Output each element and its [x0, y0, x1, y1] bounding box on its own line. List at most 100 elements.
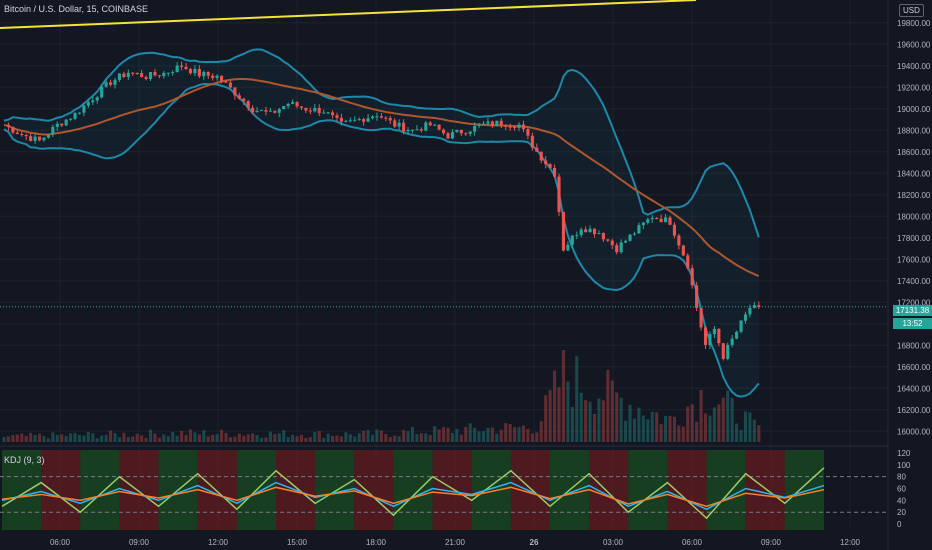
candle-body: [51, 126, 55, 135]
volume-bar: [29, 432, 33, 442]
volume-bar: [659, 423, 663, 442]
candle-body: [495, 120, 499, 126]
kdj-tick-label: 20: [897, 508, 906, 517]
candle-body: [299, 106, 304, 108]
candle-body: [730, 338, 734, 345]
candle-body: [708, 334, 712, 345]
volume-bar: [743, 411, 748, 442]
candle-body: [597, 233, 601, 235]
kdj-tick-label: 120: [897, 449, 911, 458]
candle-body: [224, 81, 228, 83]
volume-bar: [539, 421, 543, 442]
bollinger-lower: [3, 82, 760, 398]
volume-bar: [64, 436, 68, 442]
kdj-tick-label: 60: [897, 485, 906, 494]
volume-bar: [437, 429, 441, 442]
volume-bar: [748, 412, 752, 442]
time-tick-label: 09:00: [129, 538, 150, 547]
volume-bar: [299, 434, 304, 442]
candle-body: [339, 117, 343, 122]
candle-body: [362, 119, 366, 122]
candle-body: [464, 133, 468, 135]
candle-body: [175, 65, 179, 73]
currency-badge[interactable]: USD: [899, 4, 924, 17]
candle-body: [166, 72, 170, 74]
candle-body: [726, 344, 730, 359]
candle-body: [180, 65, 184, 67]
volume-bar: [308, 437, 312, 442]
volume-bar: [424, 433, 428, 442]
volume-bar: [668, 416, 672, 442]
volume-bar: [286, 437, 290, 442]
volume-bar: [712, 407, 716, 442]
candle-body: [624, 240, 628, 243]
candle-body: [548, 164, 552, 168]
volume-bar: [730, 398, 734, 442]
kdj-zone: [41, 450, 81, 530]
candle-body: [655, 217, 659, 219]
candle-body: [73, 112, 77, 119]
volume-bar: [268, 431, 272, 442]
candle-body: [459, 129, 463, 134]
candle-body: [113, 79, 117, 85]
volume-bar: [224, 432, 228, 442]
time-tick-label: 06:00: [50, 538, 71, 547]
kdj-zone: [80, 450, 120, 530]
volume-bar: [37, 433, 42, 442]
volume-bar: [739, 429, 743, 442]
volume-bar: [721, 397, 725, 442]
candle-body: [752, 305, 756, 308]
price-tick-label: 16800.00: [897, 341, 931, 350]
volume-bar: [126, 436, 130, 442]
candle-body: [526, 129, 530, 136]
volume-bar: [646, 419, 650, 442]
volume-bar: [73, 433, 77, 442]
volume-bar: [513, 427, 517, 442]
candle-body: [499, 120, 503, 126]
candle-body: [437, 124, 441, 130]
candle-body: [42, 137, 46, 141]
volume-bar: [46, 438, 50, 442]
candle-body: [588, 228, 592, 233]
volume-bar: [180, 430, 184, 442]
volume-bar: [433, 426, 437, 442]
candle-body: [291, 102, 295, 104]
kdj-tick-label: 40: [897, 496, 906, 505]
candle-body: [695, 285, 699, 309]
candle-body: [331, 112, 335, 116]
volume-bar: [615, 392, 619, 442]
price-tick-label: 17200.00: [897, 298, 931, 307]
volume-bar: [579, 392, 583, 442]
countdown-tag: 13:52: [893, 318, 932, 329]
candle-body: [193, 68, 197, 74]
candle-body: [109, 82, 113, 85]
candle-body: [428, 122, 432, 126]
candle-body: [650, 217, 654, 220]
volume-bar: [446, 427, 450, 442]
volume-bar: [117, 437, 121, 442]
candle-body: [11, 126, 15, 133]
volume-bar: [91, 433, 95, 442]
volume-bar: [415, 434, 419, 442]
candle-body: [95, 97, 99, 101]
volume-bar: [450, 432, 454, 442]
volume-bar: [251, 433, 255, 442]
volume-bar: [428, 435, 432, 442]
volume-bar: [708, 415, 712, 442]
candle-body: [33, 136, 37, 141]
volume-bar: [717, 404, 721, 442]
candle-body: [91, 100, 95, 103]
candle-body: [131, 72, 135, 74]
volume-bar: [637, 407, 641, 442]
candle-body: [206, 71, 210, 76]
candle-body: [353, 119, 357, 121]
volume-bar: [584, 400, 588, 442]
kdj-tick-label: 80: [897, 473, 906, 482]
volume-bar: [353, 436, 357, 442]
volume-bar: [490, 427, 494, 442]
candle-body: [135, 72, 139, 74]
volume-bar: [517, 426, 521, 442]
candle-body: [601, 233, 605, 240]
volume-bar: [499, 429, 503, 442]
